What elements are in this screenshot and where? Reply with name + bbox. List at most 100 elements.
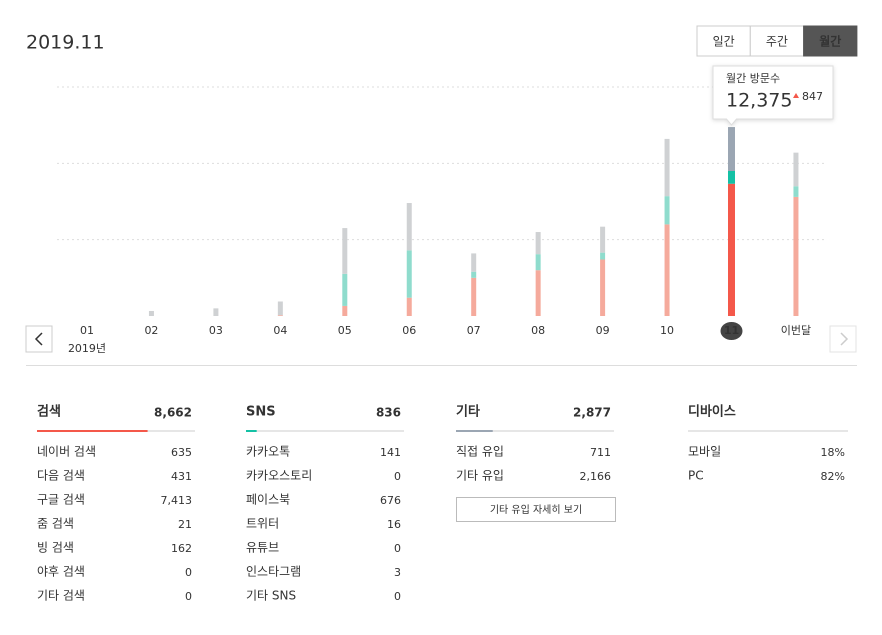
row-label: 다음 검색 — [37, 469, 85, 483]
row-value: 676 — [380, 494, 401, 507]
change-arrow — [793, 93, 799, 98]
row-label: 빙 검색 — [37, 541, 74, 555]
bar-segment — [406, 203, 412, 251]
x-tick-label[interactable]: 11 — [724, 324, 739, 337]
x-tick-label[interactable]: 이번달 — [781, 324, 811, 337]
row-value: 635 — [171, 446, 192, 459]
row-value: 431 — [171, 470, 192, 483]
bar-segment — [342, 305, 348, 316]
row-value: 3 — [394, 566, 401, 579]
row-value: 711 — [590, 446, 611, 459]
bar-segment — [600, 252, 606, 260]
row-value: 0 — [185, 590, 192, 603]
bar-segment — [406, 297, 412, 316]
prev-arrow — [34, 332, 43, 346]
tab[interactable] — [803, 25, 858, 57]
x-tick-label[interactable]: 04 — [273, 324, 287, 337]
tab[interactable] — [696, 25, 751, 57]
page-title: 2019.11 — [26, 32, 105, 54]
bar-segment — [406, 250, 412, 298]
row-value: 141 — [380, 446, 401, 459]
row-value: 0 — [394, 542, 401, 555]
row-value: 18% — [821, 446, 845, 459]
tooltip-title: 월간 방문수 — [726, 72, 780, 85]
bar-segment — [535, 232, 541, 255]
tooltip-value: 12,375 — [726, 90, 792, 112]
year-label: 2019년 — [68, 342, 106, 355]
x-tick-label[interactable]: 09 — [596, 324, 610, 337]
panel-title: 검색 — [37, 405, 61, 420]
row-value: 21 — [178, 518, 192, 531]
x-tick-label[interactable]: 02 — [144, 324, 158, 337]
row-label: 직접 유입 — [456, 445, 504, 459]
bar-segment — [728, 170, 735, 184]
x-tick-label[interactable]: 01 — [80, 324, 94, 337]
row-label: 야후 검색 — [37, 565, 85, 579]
row-label: 카카오톡 — [246, 445, 290, 459]
panel-title: SNS — [246, 405, 276, 420]
row-label: 인스타그램 — [246, 565, 301, 579]
tab-label: 주간 — [766, 35, 788, 49]
tab-label: 월간 — [819, 34, 841, 49]
detail-button-label: 기타 유입 자세히 보기 — [490, 503, 582, 516]
bar-segment — [600, 259, 606, 316]
x-tick-label[interactable]: 07 — [467, 324, 481, 337]
bar-segment — [793, 152, 799, 187]
bar-segment — [728, 127, 735, 171]
bar-segment — [664, 224, 670, 316]
prev-button[interactable] — [25, 325, 53, 353]
row-label: PC — [688, 469, 704, 483]
row-label: 페이스북 — [246, 493, 290, 507]
x-tick-label[interactable]: 03 — [209, 324, 223, 337]
row-value: 16 — [387, 518, 401, 531]
row-label: 줌 검색 — [37, 517, 74, 531]
row-label: 기타 유입 — [456, 469, 504, 483]
row-label: 유튜브 — [246, 541, 279, 555]
row-label: 모바일 — [688, 445, 721, 459]
bar-segment — [213, 308, 219, 316]
tab[interactable] — [749, 25, 805, 57]
bar-segment — [148, 310, 154, 316]
x-tick-label[interactable]: 05 — [338, 324, 352, 337]
bar-segment — [664, 138, 670, 197]
next-button[interactable] — [829, 325, 857, 353]
bar-segment — [342, 228, 348, 274]
bar-segment — [535, 270, 541, 316]
row-label: 기타 검색 — [37, 589, 85, 603]
bar-segment — [277, 301, 283, 316]
panel-total: 8,662 — [154, 406, 192, 420]
bar-segment — [342, 273, 348, 306]
row-label: 구글 검색 — [37, 493, 85, 507]
tab-label: 일간 — [713, 35, 735, 49]
row-label: 네이버 검색 — [37, 445, 96, 459]
panel-total: 836 — [376, 406, 401, 420]
bar-segment — [793, 186, 799, 197]
next-arrow — [840, 332, 849, 346]
tooltip-box — [712, 65, 834, 126]
row-value: 0 — [185, 566, 192, 579]
bar-segment — [535, 254, 541, 271]
bar-segment — [600, 226, 606, 253]
x-tick-label[interactable]: 10 — [660, 324, 674, 337]
panel-title: 기타 — [456, 404, 480, 420]
row-value: 0 — [394, 470, 401, 483]
bar-segment — [471, 253, 477, 272]
panel-total: 2,877 — [573, 406, 611, 420]
row-label: 트위터 — [246, 517, 279, 531]
row-value: 0 — [394, 590, 401, 603]
x-tick-label[interactable]: 06 — [402, 324, 416, 337]
detail-button[interactable] — [456, 497, 616, 522]
panel-title: 디바이스 — [688, 404, 736, 420]
bar-segment — [728, 183, 735, 316]
bar-segment — [664, 196, 670, 225]
tooltip-change: 847 — [802, 90, 823, 103]
row-value: 2,166 — [580, 470, 612, 483]
row-value: 162 — [171, 542, 192, 555]
row-label: 기타 SNS — [246, 589, 296, 603]
row-value: 82% — [821, 470, 845, 483]
bar-segment — [471, 277, 477, 316]
bar-segment — [793, 196, 799, 316]
x-tick-label[interactable]: 08 — [531, 324, 545, 337]
row-label: 카카오스토리 — [246, 469, 312, 483]
